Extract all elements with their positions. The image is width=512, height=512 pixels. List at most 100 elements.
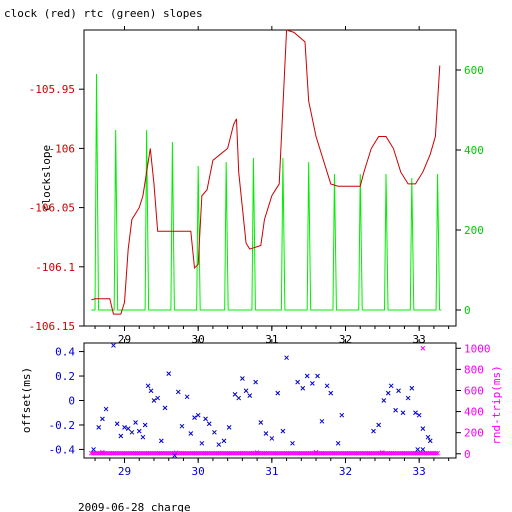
offset-point [96,425,102,430]
rndtrip-point [125,450,131,456]
rndtrip-point [391,450,396,456]
bottom-x-tick-label: 31 [265,465,278,478]
offset-point [232,392,238,397]
bottom-series-layer [89,343,440,458]
rndtrip-point [157,450,162,456]
rndtrip-point [219,450,225,456]
offset-point [125,426,131,431]
top-plot-frame [83,29,457,327]
rndtrip-point [291,450,297,456]
offset-point [172,453,177,458]
offset-point [304,373,310,379]
rndtrip-point [276,450,282,456]
bottom-y2-tick-label: 800 [464,363,484,376]
bottom-y-tick-label: 0.4 [55,346,75,359]
offset-point [388,383,394,389]
top-y-tick-label: -106 [49,142,76,155]
rndtrip-point [96,450,102,456]
rndtrip-point [111,450,116,456]
offset-point [371,428,376,434]
offset-point [393,407,398,413]
rndtrip-point [262,450,267,456]
rndtrip-point [379,450,385,456]
rndtrip-point [135,450,140,456]
offset-point [381,398,387,403]
rndtrip-point [429,450,435,456]
rndtrip-point [414,450,420,456]
top-y-tick-label: -106.15 [29,320,75,333]
rndtrip-point [368,450,374,456]
rndtrip-point [155,450,161,456]
rndtrip-point [350,450,356,456]
clock-series-line [91,29,441,315]
rndtrip-point [151,450,157,456]
rndtrip-point [120,450,126,456]
rndtrip-point [407,450,413,456]
offset-point [122,425,127,430]
rndtrip-point [186,450,192,456]
rndtrip-point [103,450,109,456]
rndtrip-point [258,450,264,456]
rndtrip-point [216,450,221,456]
rndtrip-point [341,450,347,456]
rndtrip-point [405,450,411,456]
rndtrip-point [112,450,118,456]
offset-point [335,440,341,446]
rndtrip-point [372,450,378,456]
rndtrip-point [254,450,260,455]
rndtrip-point [182,450,188,456]
offset-point [221,438,227,444]
rndtrip-point [184,450,190,456]
rndtrip-point [166,450,172,456]
rndtrip-point [195,450,201,456]
offset-point [175,389,181,395]
bottom-y2-tick-label: 0 [464,448,471,461]
offset-point [385,390,391,396]
rndtrip-point [330,450,335,456]
rndtrip-point [374,450,380,456]
rndtrip-point [431,450,437,456]
offset-point [203,416,208,422]
rndtrip-point [300,450,306,456]
bottom-axis-ticks: 29 30 31 32 33 -0.4 -0.2 0 0.2 0.4 0 200 400 600 800 10… [49,339,491,478]
rndtrip-point [359,450,365,456]
offset-point [420,447,426,452]
rndtrip-point [426,450,431,456]
rndtrip-point [273,450,278,456]
rndtrip-point [168,450,173,456]
rndtrip-point [100,449,105,455]
rndtrip-point [337,450,343,456]
rndtrip-point [306,450,312,456]
offset-point [400,410,406,416]
rndtrip-point [420,450,426,456]
rndtrip-point [140,450,146,456]
rndtrip-point [254,450,260,456]
rndtrip-point [217,450,223,456]
rndtrip-point [420,345,426,351]
offset-point [275,390,281,396]
rndtrip-point [335,450,341,456]
rndtrip-point [424,450,429,456]
rndtrip-point [389,450,394,456]
top-y2-tick-label: 200 [464,224,484,237]
rndtrip-point [153,450,159,456]
rndtrip-point [286,450,291,456]
offset-point [136,428,142,434]
rndtrip-point [379,450,385,455]
offset-point [315,373,320,379]
offset-point [129,429,135,435]
rndtrip-point [313,450,319,456]
rndtrip-point [147,450,153,456]
rndtrip-point [304,450,310,456]
rndtrip-point [127,450,133,456]
offset-point [247,393,253,398]
rndtrip-point [344,450,350,456]
offset-point [413,410,418,416]
rndtrip-point [403,450,409,456]
rndtrip-point [319,450,324,456]
top-y-tick-label: -106.1 [35,261,75,274]
offset-point [263,431,269,436]
offset-point [310,381,315,386]
rndtrip-point [280,450,286,456]
offset-point [290,440,295,446]
